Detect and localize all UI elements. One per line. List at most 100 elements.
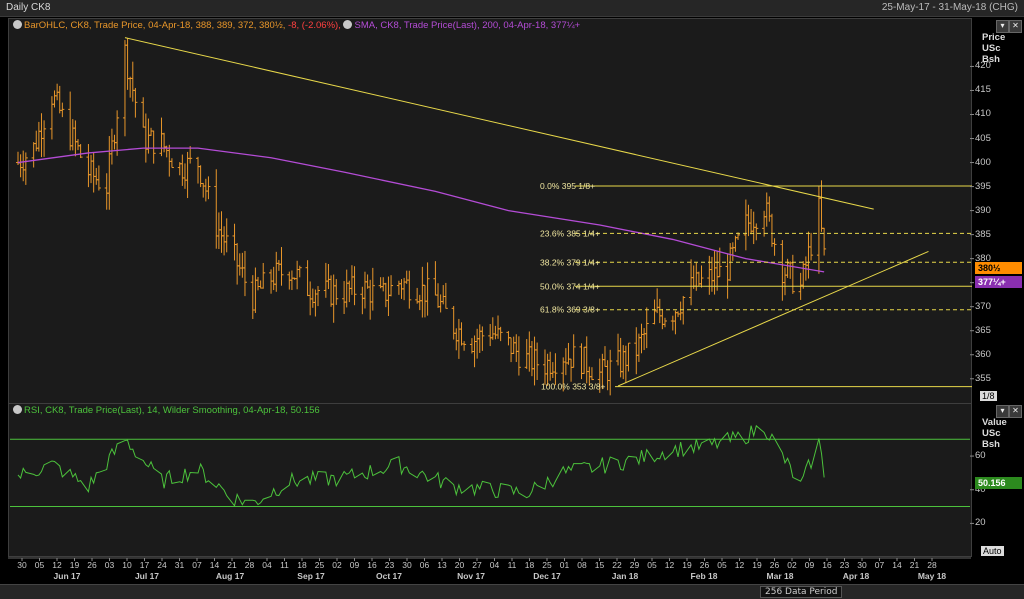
axis-title-line: Value	[982, 417, 1007, 428]
data-period-selector[interactable]: 256 Data Period	[760, 586, 843, 598]
price-axis-title: Price USc Bsh	[982, 32, 1005, 65]
time-month-label: Dec 17	[533, 571, 561, 581]
time-month-label: Jan 18	[612, 571, 639, 581]
time-day-label: 26	[87, 560, 97, 570]
scale-label[interactable]: 1/8	[980, 391, 997, 401]
price-tick-label: 410	[975, 108, 991, 120]
price-tick-label: 360	[975, 348, 991, 360]
time-day-label: 10	[122, 560, 132, 570]
time-day-label: 06	[420, 560, 430, 570]
time-day-label: 21	[910, 560, 920, 570]
time-month-label: Sep 17	[297, 571, 325, 581]
time-day-label: 27	[472, 560, 482, 570]
axis-title-line: USc	[982, 43, 1001, 54]
panel-close-icon[interactable]: ✕	[1009, 20, 1022, 33]
time-day-label: 03	[105, 560, 115, 570]
rsi-value-tag: 50.156	[975, 477, 1022, 489]
axis-title-line: Price	[982, 32, 1006, 43]
time-day-label: 14	[892, 560, 902, 570]
time-day-label: 05	[647, 560, 657, 570]
price-tick-label: 420	[975, 60, 991, 72]
price-tick-label: 395	[975, 180, 991, 192]
sma-series-icon[interactable]	[343, 20, 353, 29]
price-tick-label: 370	[975, 300, 991, 312]
time-day-label: 25	[542, 560, 552, 570]
time-day-label: 05	[717, 560, 727, 570]
time-day-label: 04	[490, 560, 500, 570]
time-month-label: Feb 18	[691, 571, 718, 581]
time-day-label: 30	[17, 560, 27, 570]
time-month-label: May 18	[918, 571, 947, 581]
time-day-label: 12	[665, 560, 675, 570]
time-day-label: 08	[577, 560, 587, 570]
price-tick-label: 405	[975, 132, 991, 144]
axis-title-line: USc	[982, 428, 1001, 439]
bar-change-text: -8, (-2.06%),	[288, 20, 341, 31]
time-day-label: 16	[822, 560, 832, 570]
time-day-label: 05	[35, 560, 45, 570]
last-price-tag: 380½	[975, 262, 1022, 274]
time-day-label: 07	[875, 560, 885, 570]
time-day-label: 19	[752, 560, 762, 570]
price-tick-label: 355	[975, 372, 991, 384]
price-panel	[8, 18, 972, 404]
time-day-label: 28	[927, 560, 937, 570]
time-day-label: 23	[840, 560, 850, 570]
auto-scale-button[interactable]: Auto	[981, 546, 1004, 556]
time-day-label: 21	[227, 560, 237, 570]
time-day-label: 17	[140, 560, 150, 570]
time-day-label: 30	[402, 560, 412, 570]
rsi-minimize-button[interactable]: ▾	[996, 405, 1009, 418]
sma-legend-text: SMA, CK8, Trade Price(Last), 200, 04-Apr…	[354, 20, 581, 31]
rsi-tick-label: 20	[975, 517, 986, 529]
time-day-label: 18	[525, 560, 535, 570]
price-tick-label: 380	[975, 252, 991, 264]
bar-legend-text: BarOHLC, CK8, Trade Price, 04-Apr-18, 38…	[24, 20, 286, 31]
time-day-label: 28	[245, 560, 255, 570]
time-day-label: 12	[735, 560, 745, 570]
time-day-label: 29	[630, 560, 640, 570]
rsi-axis-title: Value USc Bsh	[982, 417, 1007, 450]
window-titlebar: Daily CK8 25-May-17 - 31-May-18 (CHG)	[0, 0, 1024, 17]
rsi-series-icon[interactable]	[13, 405, 22, 414]
time-day-label: 11	[280, 560, 289, 570]
time-day-label: 31	[175, 560, 185, 570]
status-bar: 256 Data Period	[0, 584, 1024, 599]
price-tick-label: 400	[975, 156, 991, 168]
time-day-label: 25	[315, 560, 325, 570]
time-day-label: 23	[385, 560, 395, 570]
time-day-label: 01	[560, 560, 570, 570]
time-day-label: 11	[508, 560, 517, 570]
time-day-label: 07	[192, 560, 202, 570]
time-day-label: 12	[52, 560, 62, 570]
time-month-label: Apr 18	[843, 571, 870, 581]
time-month-label: Nov 17	[457, 571, 485, 581]
axis-title-line: Bsh	[982, 439, 1000, 450]
price-legend: BarOHLC, CK8, Trade Price, 04-Apr-18, 38…	[13, 20, 580, 31]
time-day-label: 09	[805, 560, 815, 570]
time-day-label: 04	[262, 560, 272, 570]
time-day-label: 14	[210, 560, 220, 570]
window-title: Daily CK8	[6, 2, 51, 13]
time-day-label: 09	[350, 560, 360, 570]
time-day-label: 19	[70, 560, 80, 570]
rsi-close-icon[interactable]: ✕	[1009, 405, 1022, 418]
time-day-label: 13	[437, 560, 447, 570]
time-day-label: 26	[700, 560, 710, 570]
time-day-label: 30	[857, 560, 867, 570]
rsi-legend: RSI, CK8, Trade Price(Last), 14, Wilder …	[13, 405, 320, 416]
time-month-label: Jun 17	[54, 571, 81, 581]
rsi-legend-text: RSI, CK8, Trade Price(Last), 14, Wilder …	[24, 405, 320, 416]
rsi-panel	[8, 403, 972, 557]
rsi-tick-label: 40	[975, 483, 986, 495]
sma-value-tag: 377¼+	[975, 276, 1022, 288]
date-range[interactable]: 25-May-17 - 31-May-18 (CHG)	[881, 2, 1018, 13]
time-month-label: Aug 17	[216, 571, 245, 581]
time-day-label: 20	[455, 560, 465, 570]
time-day-label: 22	[612, 560, 622, 570]
bar-series-icon[interactable]	[13, 20, 22, 29]
rsi-tick-label: 60	[975, 450, 986, 462]
time-day-label: 15	[595, 560, 605, 570]
panel-minimize-button[interactable]: ▾	[996, 20, 1009, 33]
time-day-label: 24	[157, 560, 167, 570]
